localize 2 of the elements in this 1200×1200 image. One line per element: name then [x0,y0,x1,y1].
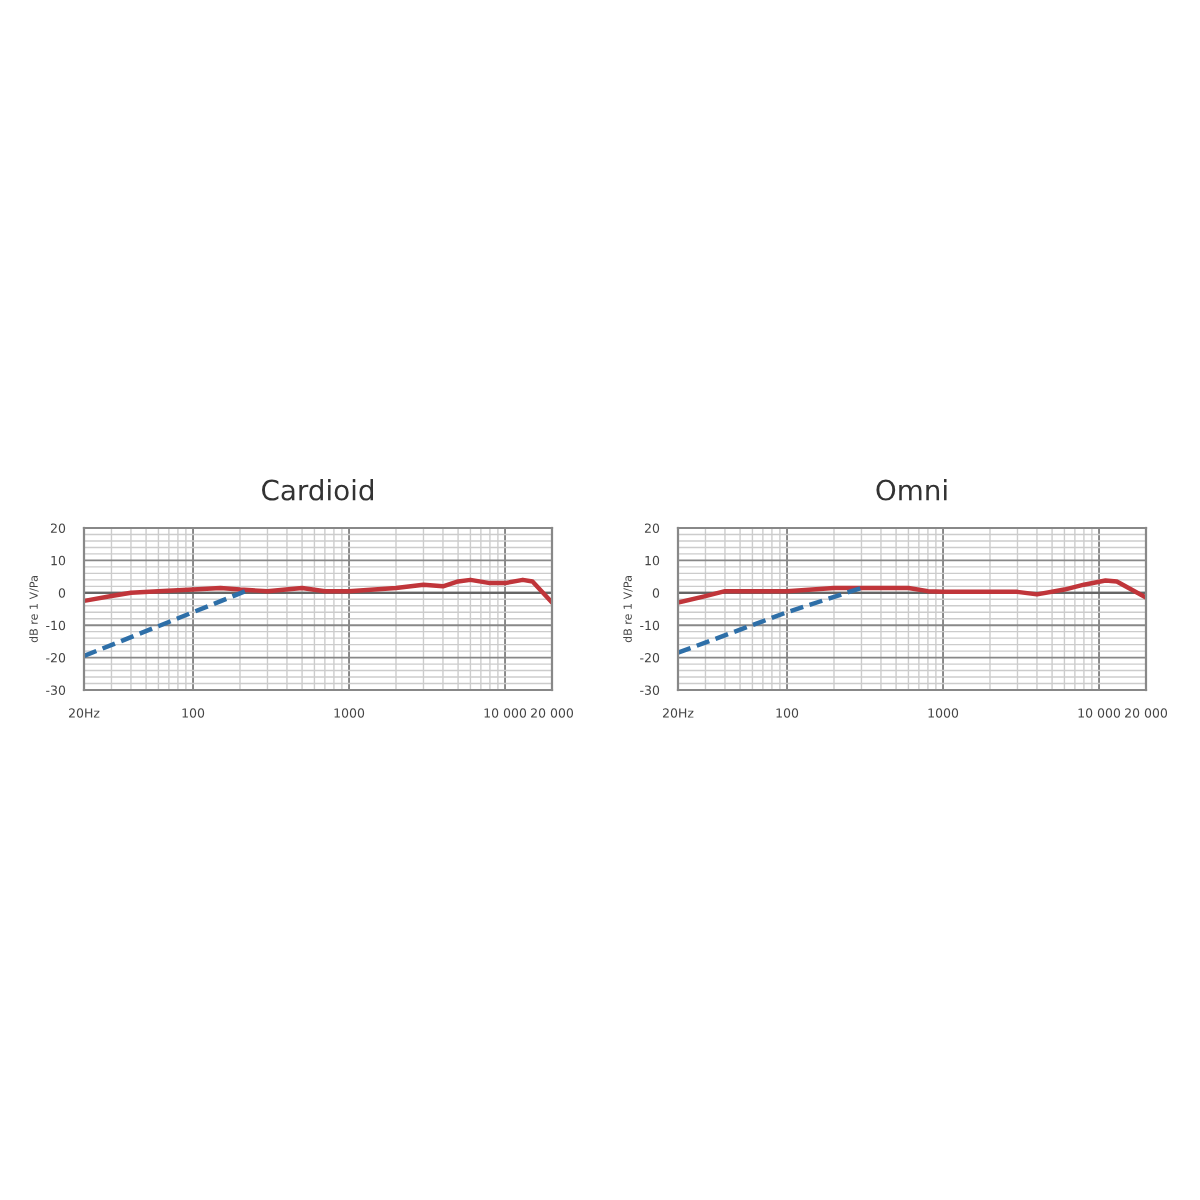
chart-title: Cardioid [262,479,373,501]
chart-title: Omni [876,479,947,501]
